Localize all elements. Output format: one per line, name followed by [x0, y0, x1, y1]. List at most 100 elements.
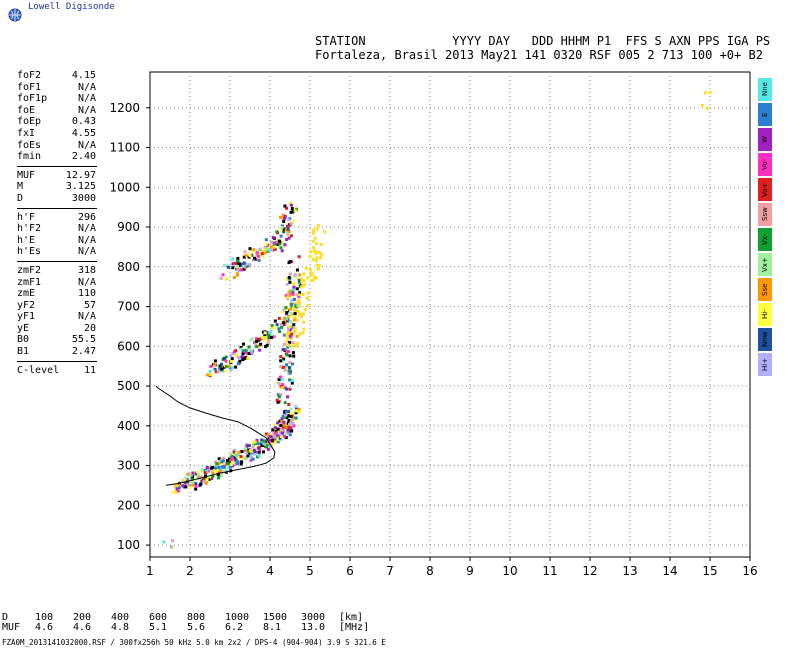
echo-point	[195, 470, 199, 474]
echo-point	[189, 485, 193, 489]
echo-point	[205, 478, 209, 482]
echo-point	[291, 421, 295, 425]
muf-table-cell: 8.1	[263, 622, 282, 633]
echo-point	[240, 450, 244, 453]
echo-point	[265, 343, 269, 347]
echo-point	[234, 261, 238, 265]
param-row: foEp 0.43	[0, 116, 140, 128]
echo-point	[290, 381, 294, 385]
echo-point	[292, 297, 296, 301]
legend-label: Ssw	[761, 207, 769, 222]
echo-point	[213, 363, 216, 367]
echo-point	[298, 291, 302, 295]
echo-point	[279, 228, 283, 232]
echo-point	[239, 346, 243, 349]
x-tick-label: 14	[662, 564, 677, 578]
echo-point	[281, 428, 285, 432]
param-value: 0.43	[71, 116, 96, 128]
echo-point	[309, 271, 313, 275]
echo-point	[234, 458, 238, 462]
echo-point	[285, 311, 289, 315]
echo-point	[217, 476, 220, 480]
echo-point	[209, 372, 212, 376]
echo-point	[258, 247, 262, 251]
echo-point	[288, 387, 292, 391]
echo-point	[236, 259, 240, 263]
echo-point	[257, 454, 261, 457]
echo-point	[227, 364, 231, 368]
echo-point	[302, 312, 306, 316]
param-label: zmF2	[17, 264, 42, 276]
x-tick-label: 13	[622, 564, 637, 578]
y-tick-label: 100	[117, 538, 140, 552]
echo-point	[261, 444, 265, 447]
echo-point	[314, 250, 318, 254]
param-value: 296	[77, 211, 96, 223]
legend-label: Vx-	[761, 233, 769, 246]
echo-point	[306, 303, 310, 307]
echo-point	[278, 431, 282, 435]
echo-point	[238, 262, 242, 266]
echo-point	[223, 370, 227, 373]
echo-point	[250, 249, 254, 253]
param-row: foF1 N/A	[0, 82, 140, 94]
x-tick-label: 11	[542, 564, 557, 578]
echo-point	[277, 327, 281, 331]
echo-point	[290, 299, 294, 302]
y-tick-label: 1100	[109, 141, 140, 155]
echo-point	[273, 319, 277, 323]
echo-point	[242, 342, 245, 346]
x-tick-label: 4	[266, 564, 274, 578]
echo-point	[226, 462, 230, 466]
param-value: 4.55	[71, 127, 96, 139]
param-value: 2.47	[71, 346, 96, 358]
legend-label: W	[761, 136, 769, 143]
echo-point	[290, 326, 294, 330]
echo-point	[282, 434, 286, 438]
echo-point	[288, 378, 291, 382]
echo-point	[246, 454, 250, 458]
echo-point	[302, 320, 306, 324]
echo-point	[301, 331, 305, 335]
param-label: foEp	[17, 116, 42, 128]
echo-point	[275, 323, 279, 327]
echo-point	[261, 249, 265, 253]
echo-point	[301, 283, 305, 287]
param-label: foEs	[17, 139, 42, 151]
echo-point	[291, 209, 295, 213]
y-tick-label: 500	[117, 379, 140, 393]
echo-point	[279, 215, 282, 219]
echo-point	[286, 297, 290, 301]
param-separator	[0, 205, 140, 212]
echo-point	[182, 485, 186, 489]
echo-point	[254, 337, 258, 341]
param-row: B0 55.5	[0, 334, 140, 346]
echo-point	[708, 90, 712, 94]
echo-point	[287, 403, 291, 406]
echo-point	[284, 413, 287, 417]
param-value: N/A	[77, 234, 96, 246]
echo-point	[263, 439, 266, 443]
echo-point	[285, 277, 289, 281]
legend-swatch-w: W	[758, 128, 772, 151]
parameter-panel: foF2 4.15 foF1 N/A foF1p N/A foE N/A foEp 0.43 fxI…	[0, 70, 140, 376]
y-tick-label: 900	[117, 220, 140, 234]
echo-point	[288, 433, 292, 437]
param-label: zmE	[17, 288, 36, 300]
echo-point	[209, 364, 213, 368]
echo-point	[275, 398, 279, 402]
param-row: h'Es N/A	[0, 246, 140, 258]
echo-point	[261, 330, 265, 334]
echo-point	[285, 339, 289, 343]
echo-point	[224, 359, 228, 363]
echo-point	[294, 304, 298, 308]
echo-point	[234, 349, 238, 353]
echo-point	[264, 238, 268, 242]
echo-point	[247, 450, 251, 453]
echo-point	[238, 357, 242, 361]
echo-point	[283, 415, 287, 419]
echo-point	[288, 354, 292, 358]
echo-point	[287, 331, 291, 335]
echo-point	[262, 442, 266, 446]
echo-point	[277, 316, 281, 320]
